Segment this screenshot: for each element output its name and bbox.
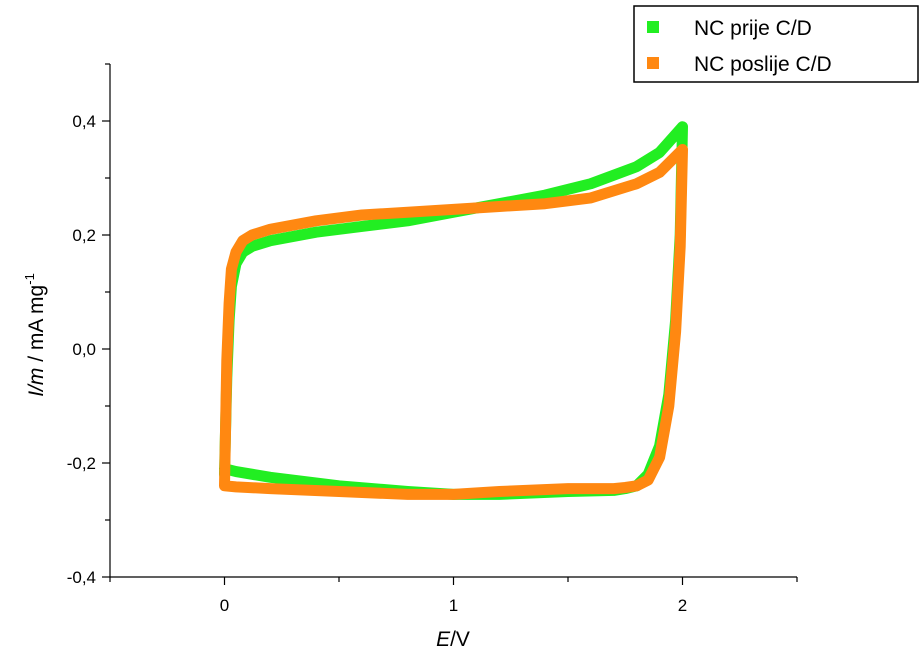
x-tick-label-1: 1 [449,596,458,615]
x-tick-label-0: 0 [220,596,229,615]
y-tick-label-3: 0,2 [72,226,96,245]
axes-layer [109,64,797,578]
series-line-1 [219,144,688,500]
y-axis-title: I/m / mA mg-1 [22,273,48,397]
x-tick-label-2: 2 [678,596,687,615]
legend-swatch-1 [647,57,659,69]
legend-box [633,5,919,83]
y-tick-label-4: 0,4 [72,112,96,131]
y-tick-label-0: -0,4 [67,568,96,587]
legend-label-0: NC prije C/D [694,17,812,40]
legend-swatch-0 [647,21,659,33]
y-tick-label-2: 0,0 [72,340,96,359]
legend: NC prije C/D NC poslije C/D [633,5,919,83]
series-line-0 [219,121,688,500]
ticks-layer: 0 1 2 -0,4 -0,2 0,0 0,2 0,4 [67,63,798,615]
series-layer [219,121,688,500]
legend-label-1: NC poslije C/D [694,53,832,76]
y-tick-label-1: -0,2 [67,454,96,473]
x-axis-title: E/V [436,628,470,651]
